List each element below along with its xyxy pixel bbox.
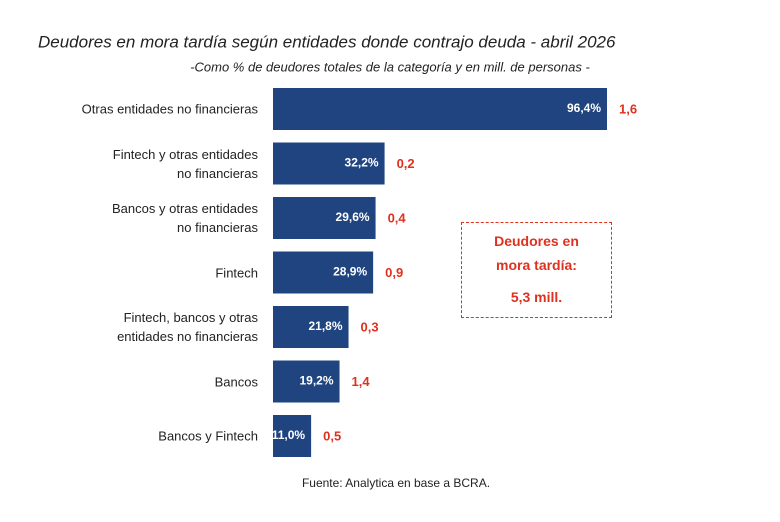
value-label: 32,2%: [345, 156, 379, 170]
value-label: 11,0%: [272, 428, 306, 442]
category-label: Bancos: [214, 374, 258, 389]
bar: [273, 197, 376, 239]
value-label: 29,6%: [336, 210, 370, 224]
category-label: Fintech y otras entidades no financieras: [112, 146, 258, 181]
value-label: 28,9%: [333, 265, 367, 279]
persons-label: 0,2: [397, 156, 415, 171]
persons-label: 1,4: [352, 374, 371, 389]
bar: [273, 360, 340, 403]
persons-label: 0,9: [385, 265, 403, 280]
category-label: Bancos y otras entidades no financieras: [112, 201, 258, 235]
bar: [273, 142, 385, 185]
value-label: 19,2%: [299, 374, 333, 388]
value-label: 21,8%: [309, 319, 343, 333]
annotation-value: 5,3 mill.: [510, 289, 563, 305]
bar: [273, 415, 312, 457]
category-label: Otras entidades no financieras: [81, 101, 258, 117]
value-label: 96,4%: [567, 101, 601, 115]
category-label: Fintech: [215, 265, 258, 280]
persons-label: 1,6: [619, 101, 637, 116]
persons-label: 0,4: [388, 210, 407, 225]
chart-subtitle: -Como % de deudores totales de la catego…: [190, 59, 590, 74]
annotation-box: Deudores en mora tardía: 5,3 mill.: [461, 222, 612, 318]
category-label: Fintech, bancos y otras entidades no fin…: [117, 310, 258, 344]
bar: [273, 251, 374, 294]
bar: [273, 306, 349, 348]
category-label: Bancos y Fintech: [158, 428, 258, 444]
persons-label: 0,5: [323, 428, 341, 443]
persons-label: 0,3: [361, 319, 379, 334]
source: Fuente: Analytica en base a BCRA.: [302, 476, 490, 490]
chart-title: Deudores en mora tardía según entidades …: [38, 32, 616, 51]
annotation-text: Deudores en mora tardía:: [494, 233, 579, 273]
bar: [273, 88, 608, 130]
